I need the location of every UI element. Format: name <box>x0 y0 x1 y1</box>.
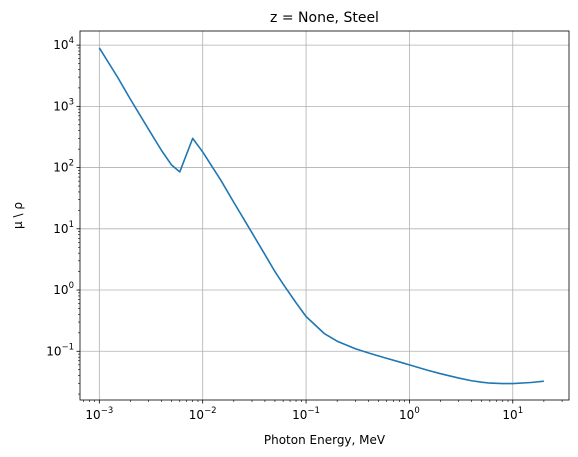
x-tick-label: 101 <box>502 406 523 422</box>
plot-frame <box>79 30 570 401</box>
x-tick-label: 10−3 <box>85 406 113 422</box>
y-axis-label: μ \ ρ <box>11 202 25 229</box>
y-tick-label: 101 <box>53 220 74 236</box>
y-tick-label: 103 <box>53 97 74 113</box>
x-tick-label: 10−1 <box>292 406 320 422</box>
y-tick-label: 100 <box>53 281 74 297</box>
y-tick-label: 104 <box>53 36 74 52</box>
x-tick-label: 100 <box>399 406 420 422</box>
y-tick-label: 10−1 <box>46 342 74 358</box>
ticks: 10−3 10−2 10−1 100 101 10−1 100 101 102 103 104 <box>46 36 563 422</box>
x-axis-label: Photon Energy, MeV <box>264 433 386 447</box>
y-tick-label: 102 <box>53 159 74 175</box>
series-layer <box>98 47 544 385</box>
series-line-0 <box>98 47 544 385</box>
chart-title: z = None, Steel <box>270 10 379 26</box>
x-tick-label: 10−2 <box>189 406 217 422</box>
grid <box>80 31 569 400</box>
